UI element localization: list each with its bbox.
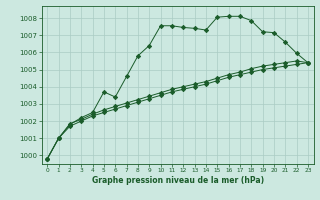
X-axis label: Graphe pression niveau de la mer (hPa): Graphe pression niveau de la mer (hPa) — [92, 176, 264, 185]
